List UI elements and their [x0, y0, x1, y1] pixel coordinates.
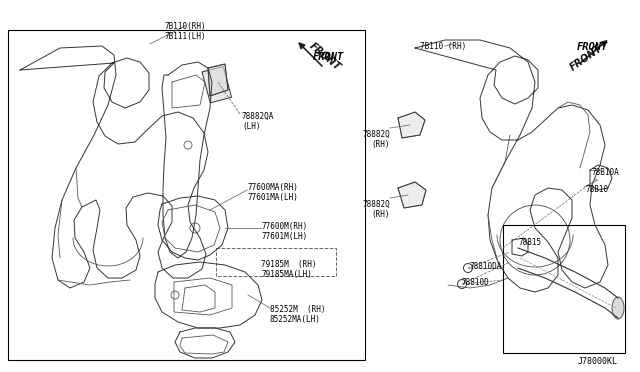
Text: J78000KL: J78000KL: [578, 357, 618, 366]
Text: 78810DA: 78810DA: [470, 262, 502, 271]
Text: FRONT: FRONT: [308, 41, 343, 73]
Text: 77600MA(RH)
77601MA(LH): 77600MA(RH) 77601MA(LH): [248, 183, 299, 202]
Polygon shape: [398, 182, 426, 208]
Bar: [202, 66, 232, 103]
Text: 7B110 (RH): 7B110 (RH): [420, 42, 467, 51]
Bar: [503, 225, 625, 353]
Text: 78B15: 78B15: [518, 238, 541, 247]
Text: 78B10: 78B10: [585, 185, 608, 194]
Text: 78882Q
(RH): 78882Q (RH): [362, 130, 390, 150]
Bar: [8, 30, 365, 360]
Polygon shape: [398, 112, 425, 138]
Ellipse shape: [612, 297, 624, 319]
Text: FRONT: FRONT: [313, 52, 344, 62]
Text: 78810D: 78810D: [462, 278, 490, 287]
Text: 78882Q
(RH): 78882Q (RH): [362, 200, 390, 219]
Text: FRONT: FRONT: [568, 43, 604, 73]
Text: 7B110(RH)
7B111(LH): 7B110(RH) 7B111(LH): [164, 22, 206, 41]
Text: 77600M(RH)
77601M(LH): 77600M(RH) 77601M(LH): [262, 222, 308, 241]
Text: 78B10A: 78B10A: [592, 168, 620, 177]
Polygon shape: [208, 64, 228, 96]
Text: 79185M  (RH)
79185MA(LH): 79185M (RH) 79185MA(LH): [261, 260, 317, 279]
Text: 78882QA
(LH): 78882QA (LH): [242, 112, 275, 131]
Text: FRONT: FRONT: [577, 42, 608, 52]
Text: 85252M  (RH)
85252MA(LH): 85252M (RH) 85252MA(LH): [270, 305, 326, 324]
